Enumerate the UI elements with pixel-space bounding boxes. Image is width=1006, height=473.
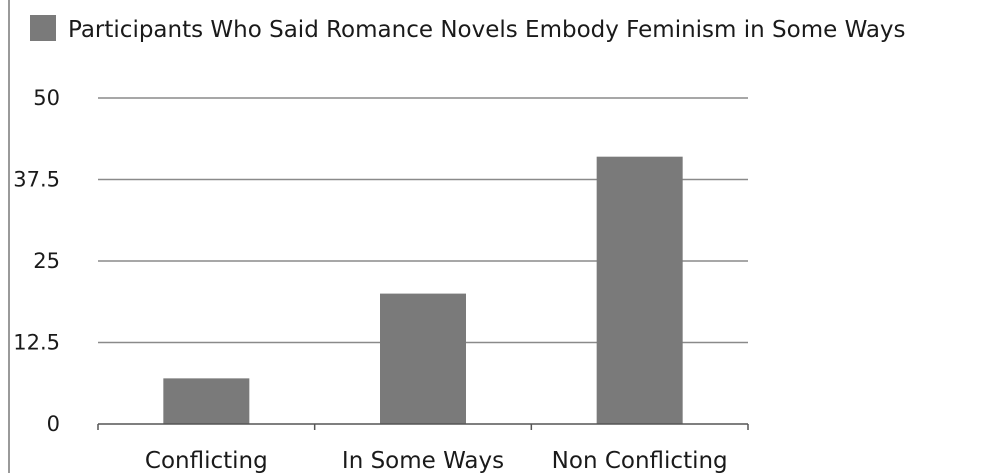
legend-label: Participants Who Said Romance Novels Emb… (68, 17, 906, 43)
y-axis-tick-labels: 0 12.5 25 37.5 50 (13, 86, 60, 436)
x-axis (97, 423, 749, 430)
bar (596, 156, 683, 424)
x-category-label: Non Conflicting (552, 448, 728, 473)
bars (163, 156, 683, 424)
y-tick-label: 50 (33, 86, 60, 110)
y-tick-label: 37.5 (13, 168, 60, 192)
legend-swatch (30, 15, 56, 41)
x-category-label: In Some Ways (342, 448, 504, 473)
y-tick-label: 12.5 (13, 331, 60, 355)
y-tick-label: 25 (33, 249, 60, 273)
legend: Participants Who Said Romance Novels Emb… (30, 15, 906, 43)
bar (163, 378, 250, 424)
bar (380, 293, 466, 424)
x-axis-category-labels: Conflicting In Some Ways Non Conflicting (145, 448, 728, 473)
x-category-label: Conflicting (145, 448, 268, 473)
y-tick-label: 0 (47, 412, 60, 436)
